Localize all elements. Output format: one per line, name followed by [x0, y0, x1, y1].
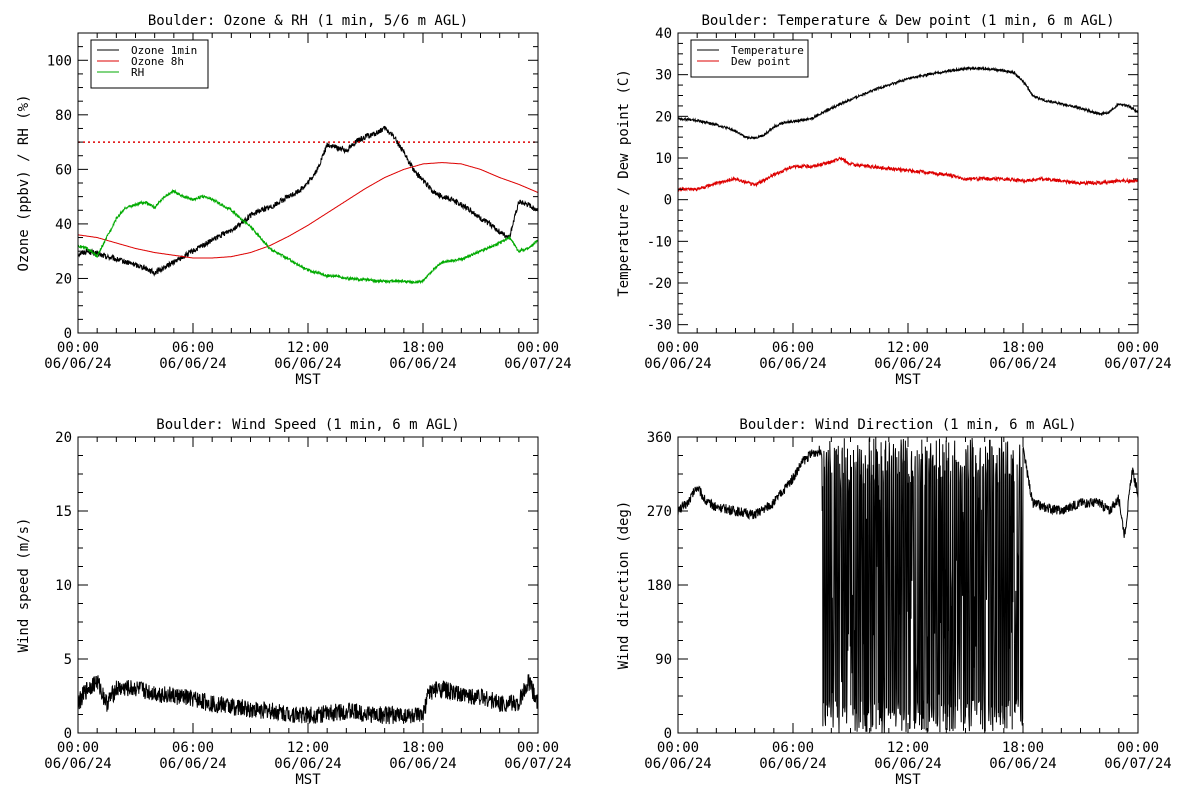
chart-4: Boulder: Wind Direction (1 min, 6 m AGL)… — [616, 417, 1172, 788]
y-tick-label: 60 — [55, 162, 72, 178]
x-tick-date-label: 06/07/24 — [1104, 756, 1171, 772]
series-line-2 — [678, 156, 1138, 192]
y-axis-label: Wind direction (deg) — [616, 501, 632, 670]
x-tick-date-label: 06/06/24 — [759, 356, 826, 372]
y-tick-label: -10 — [647, 234, 672, 250]
y-axis-label: Wind speed (m/s) — [16, 518, 32, 653]
series-group — [78, 125, 538, 285]
y-tick-label: 20 — [55, 430, 72, 446]
series-group — [678, 65, 1138, 192]
x-tick-date-label: 06/07/24 — [504, 756, 571, 772]
x-tick-time-label: 06:00 — [772, 740, 814, 756]
x-tick-time-label: 00:00 — [1117, 740, 1159, 756]
x-tick-date-label: 06/06/24 — [274, 356, 341, 372]
x-tick-time-label: 00:00 — [57, 740, 99, 756]
y-tick-label: 0 — [664, 726, 672, 742]
y-tick-label: 360 — [647, 430, 672, 446]
y-tick-label: 40 — [55, 217, 72, 233]
x-tick-time-label: 12:00 — [287, 340, 329, 356]
x-tick-date-label: 06/06/24 — [44, 356, 111, 372]
y-tick-label: 90 — [655, 652, 672, 668]
y-tick-label: 5 — [64, 652, 72, 668]
x-tick-date-label: 06/06/24 — [644, 756, 711, 772]
x-tick-date-label: 06/06/24 — [274, 756, 341, 772]
x-tick-time-label: 00:00 — [517, 340, 559, 356]
chart-3: Boulder: Wind Speed (1 min, 6 m AGL) 0 5 10… — [16, 417, 572, 788]
chart-title: Boulder: Wind Speed (1 min, 6 m AGL) — [156, 417, 459, 433]
x-tick-date-label: 06/06/24 — [989, 356, 1056, 372]
y-tick-label: 80 — [55, 108, 72, 124]
series-line-1 — [678, 437, 1138, 733]
x-tick-time-label: 00:00 — [657, 340, 699, 356]
y-tick-label: 0 — [64, 326, 72, 342]
x-tick-date-label: 06/07/24 — [504, 356, 571, 372]
y-axis-label: Temperature / Dew point (C) — [616, 69, 632, 297]
series-group — [678, 437, 1138, 733]
x-axis-label: MST — [295, 372, 321, 388]
x-tick-time-label: 18:00 — [1002, 340, 1044, 356]
x-tick-time-label: 00:00 — [657, 740, 699, 756]
chart-2: Boulder: Temperature & Dew point (1 min,… — [616, 13, 1172, 388]
x-tick-time-label: 12:00 — [887, 740, 929, 756]
y-tick-label: 40 — [655, 26, 672, 42]
y-tick-label: 270 — [647, 504, 672, 520]
y-tick-label: 15 — [55, 504, 72, 520]
legend-box — [90, 39, 209, 89]
y-axis-label: Ozone (ppbv) / RH (%) — [16, 94, 32, 271]
y-tick-label: -30 — [647, 318, 672, 334]
y-tick-label: 0 — [64, 726, 72, 742]
y-tick-label: -20 — [647, 276, 672, 292]
legend-label: Dew point — [731, 55, 791, 68]
x-tick-date-label: 06/06/24 — [644, 356, 711, 372]
x-tick-time-label: 18:00 — [1002, 740, 1044, 756]
x-tick-date-label: 06/06/24 — [389, 356, 456, 372]
y-tick-label: 30 — [655, 68, 672, 84]
y-tick-label: 100 — [47, 53, 72, 69]
legend-label: Temperature — [731, 44, 804, 57]
chart-1: Boulder: Ozone & RH (1 min, 5/6 m AGL) 0 2… — [16, 13, 572, 388]
series-line-1 — [78, 125, 538, 277]
x-tick-date-label: 06/06/24 — [159, 756, 226, 772]
x-axis-label: MST — [295, 772, 321, 788]
x-tick-time-label: 18:00 — [402, 340, 444, 356]
chart-title: Boulder: Ozone & RH (1 min, 5/6 m AGL) — [148, 13, 468, 29]
y-tick-label: 0 — [664, 193, 672, 209]
legend-label: Ozone 8h — [131, 55, 184, 68]
x-tick-date-label: 06/06/24 — [759, 756, 826, 772]
x-tick-time-label: 06:00 — [172, 340, 214, 356]
y-tick-label: 10 — [655, 151, 672, 167]
x-tick-date-label: 06/06/24 — [159, 356, 226, 372]
series-group — [78, 674, 538, 725]
x-tick-time-label: 12:00 — [287, 740, 329, 756]
x-tick-time-label: 18:00 — [402, 740, 444, 756]
x-tick-date-label: 06/06/24 — [874, 756, 941, 772]
x-tick-date-label: 06/06/24 — [44, 756, 111, 772]
x-tick-time-label: 12:00 — [887, 340, 929, 356]
x-tick-time-label: 06:00 — [772, 340, 814, 356]
x-axis-label: MST — [895, 372, 921, 388]
y-tick-label: 20 — [655, 109, 672, 125]
legend-box — [690, 39, 809, 78]
legend-label: RH — [131, 66, 144, 79]
legend-label: Ozone 1min — [131, 44, 197, 57]
y-tick-label: 10 — [55, 578, 72, 594]
x-tick-date-label: 06/06/24 — [389, 756, 456, 772]
chart-title: Boulder: Wind Direction (1 min, 6 m AGL) — [739, 417, 1076, 433]
x-tick-date-label: 06/06/24 — [989, 756, 1056, 772]
x-tick-time-label: 00:00 — [1117, 340, 1159, 356]
series-line-2 — [78, 162, 538, 259]
series-line-1 — [678, 65, 1138, 141]
chart-title: Boulder: Temperature & Dew point (1 min,… — [701, 13, 1114, 29]
x-tick-time-label: 06:00 — [172, 740, 214, 756]
x-tick-date-label: 06/06/24 — [874, 356, 941, 372]
series-line-1 — [78, 674, 538, 725]
x-axis-label: MST — [895, 772, 921, 788]
series-line-3 — [78, 188, 538, 285]
y-tick-label: 180 — [647, 578, 672, 594]
x-tick-time-label: 00:00 — [57, 340, 99, 356]
x-tick-date-label: 06/07/24 — [1104, 356, 1171, 372]
y-tick-label: 20 — [55, 271, 72, 287]
x-tick-time-label: 00:00 — [517, 740, 559, 756]
